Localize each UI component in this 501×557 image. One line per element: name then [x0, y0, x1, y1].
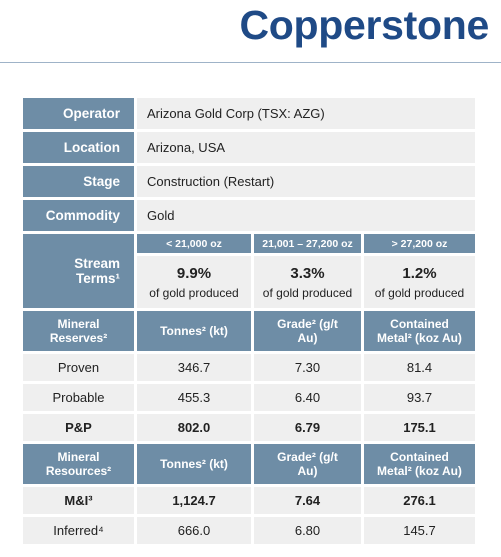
data-row: Inferred⁴ 666.0 6.80 145.7	[23, 517, 475, 544]
row-label: Proven	[23, 354, 134, 381]
data-row: Probable 455.3 6.40 93.7	[23, 384, 475, 411]
data-cell: 175.1	[364, 414, 475, 441]
tier-cell: 9.9% of gold produced	[137, 256, 251, 308]
data-row: Proven 346.7 7.30 81.4	[23, 354, 475, 381]
data-cell: 93.7	[364, 384, 475, 411]
data-cell: 81.4	[364, 354, 475, 381]
overview-row: Stage Construction (Restart)	[23, 166, 475, 197]
section-label: Mineral Reserves²	[23, 311, 134, 351]
data-cell: 455.3	[137, 384, 251, 411]
data-cell: 7.64	[254, 487, 361, 514]
data-cell: 276.1	[364, 487, 475, 514]
section-header: Mineral Resources² Tonnes² (kt) Grade² (g/…	[23, 444, 475, 484]
tier-range: < 21,000 oz	[137, 234, 251, 253]
row-label: Probable	[23, 384, 134, 411]
row-label: Operator	[23, 98, 134, 129]
data-cell: 346.7	[137, 354, 251, 381]
data-row: M&I³ 1,124.7 7.64 276.1	[23, 487, 475, 514]
data-cell: 145.7	[364, 517, 475, 544]
row-label: Inferred⁴	[23, 517, 134, 544]
summary-table: Operator Arizona Gold Corp (TSX: AZG) Loca…	[20, 95, 478, 547]
tier-rate: 1.2%	[402, 264, 437, 282]
row-label: P&P	[23, 414, 134, 441]
tier-cell: 3.3% of gold produced	[254, 256, 361, 308]
overview-row: Commodity Gold	[23, 200, 475, 231]
data-cell: 6.80	[254, 517, 361, 544]
tier-note: of gold produced	[149, 285, 239, 300]
divider	[0, 62, 501, 63]
tier-cell: 1.2% of gold produced	[364, 256, 475, 308]
row-label: Commodity	[23, 200, 134, 231]
overview-row: Operator Arizona Gold Corp (TSX: AZG)	[23, 98, 475, 129]
row-label: Location	[23, 132, 134, 163]
section-label: Mineral Resources²	[23, 444, 134, 484]
column-header: Tonnes² (kt)	[137, 444, 251, 484]
data-cell: 802.0	[137, 414, 251, 441]
data-cell: 6.40	[254, 384, 361, 411]
tier-range: 21,001 – 27,200 oz	[254, 234, 361, 253]
row-value: Arizona, USA	[137, 132, 475, 163]
stream-tier-row: Stream Terms¹ < 21,000 oz 21,001 – 27,200 …	[23, 234, 475, 308]
column-header: Grade² (g/t Au)	[254, 444, 361, 484]
row-value: Construction (Restart)	[137, 166, 475, 197]
overview-row: Location Arizona, USA	[23, 132, 475, 163]
row-label: M&I³	[23, 487, 134, 514]
row-value: Arizona Gold Corp (TSX: AZG)	[137, 98, 475, 129]
tier-rate: 3.3%	[290, 264, 325, 282]
row-label: Stream Terms¹	[23, 234, 134, 308]
data-cell: 1,124.7	[137, 487, 251, 514]
column-header: Grade² (g/t Au)	[254, 311, 361, 351]
row-value: Gold	[137, 200, 475, 231]
data-row: P&P 802.0 6.79 175.1	[23, 414, 475, 441]
data-cell: 666.0	[137, 517, 251, 544]
tier-note: of gold produced	[262, 285, 353, 300]
page-title: Copperstone	[239, 2, 489, 48]
tier-note: of gold produced	[374, 285, 465, 300]
column-header: Tonnes² (kt)	[137, 311, 251, 351]
stream-rate-row: 9.9% of gold produced 3.3% of gold produced…	[23, 256, 475, 308]
row-label: Stage	[23, 166, 134, 197]
section-header: Mineral Reserves² Tonnes² (kt) Grade² (g/t…	[23, 311, 475, 351]
column-header: Contained Metal² (koz Au)	[364, 311, 475, 351]
tier-rate: 9.9%	[176, 264, 212, 282]
tier-range: > 27,200 oz	[364, 234, 475, 253]
data-cell: 6.79	[254, 414, 361, 441]
data-cell: 7.30	[254, 354, 361, 381]
column-header: Contained Metal² (koz Au)	[364, 444, 475, 484]
table-body: Operator Arizona Gold Corp (TSX: AZG) Loca…	[23, 98, 475, 544]
